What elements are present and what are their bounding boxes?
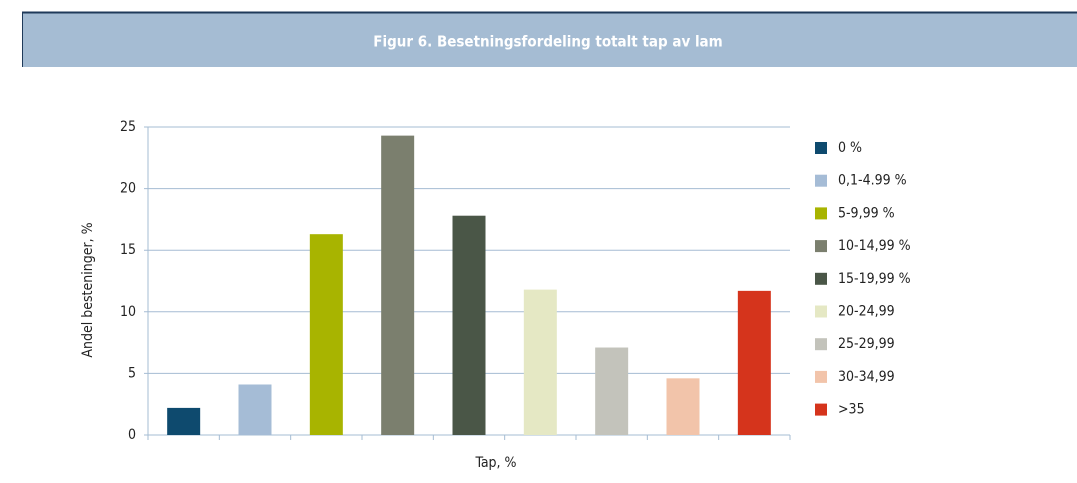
bar (737, 290, 771, 435)
bar (595, 347, 629, 435)
legend-swatch (815, 403, 827, 416)
legend-label: 0,1-4.99 % (838, 173, 907, 189)
legend-swatch (815, 305, 827, 318)
legend-swatch (815, 174, 827, 187)
legend-label: 5-9,99 % (838, 205, 895, 221)
legend-label: 25-29,99 (838, 336, 895, 352)
header-band (22, 12, 1077, 67)
y-tick-label: 20 (120, 181, 136, 197)
bar (381, 135, 415, 435)
bar (666, 378, 700, 435)
y-tick-label: 15 (120, 242, 136, 258)
legend-label: 20-24,99 (838, 304, 895, 320)
y-tick-label: 25 (120, 119, 136, 135)
bar (238, 384, 272, 435)
legend-swatch (815, 142, 827, 154)
y-tick-label: 5 (128, 365, 136, 381)
chart-title: Figur 6. Besetningsfordeling totalt tap … (373, 33, 722, 51)
legend-label: 10-14,99 % (838, 238, 911, 254)
legend-label: 0 % (838, 140, 862, 156)
x-axis-label: Tap, % (474, 455, 516, 471)
y-tick-label: 10 (120, 304, 136, 320)
legend-swatch (815, 370, 827, 383)
bar (523, 289, 557, 435)
bar (309, 234, 343, 435)
y-axis-label: Andel besteninger, % (80, 222, 96, 357)
y-tick-label: 0 (128, 427, 136, 443)
legend-label: 30-34,99 (838, 369, 895, 385)
legend-swatch (815, 207, 827, 220)
legend-swatch (815, 272, 827, 285)
legend-label: 15-19,99 % (838, 271, 911, 287)
legend-swatch (815, 338, 827, 351)
legend-label: >35 (838, 402, 865, 418)
bar (452, 215, 486, 435)
bar (167, 407, 201, 435)
legend-swatch (815, 240, 827, 253)
